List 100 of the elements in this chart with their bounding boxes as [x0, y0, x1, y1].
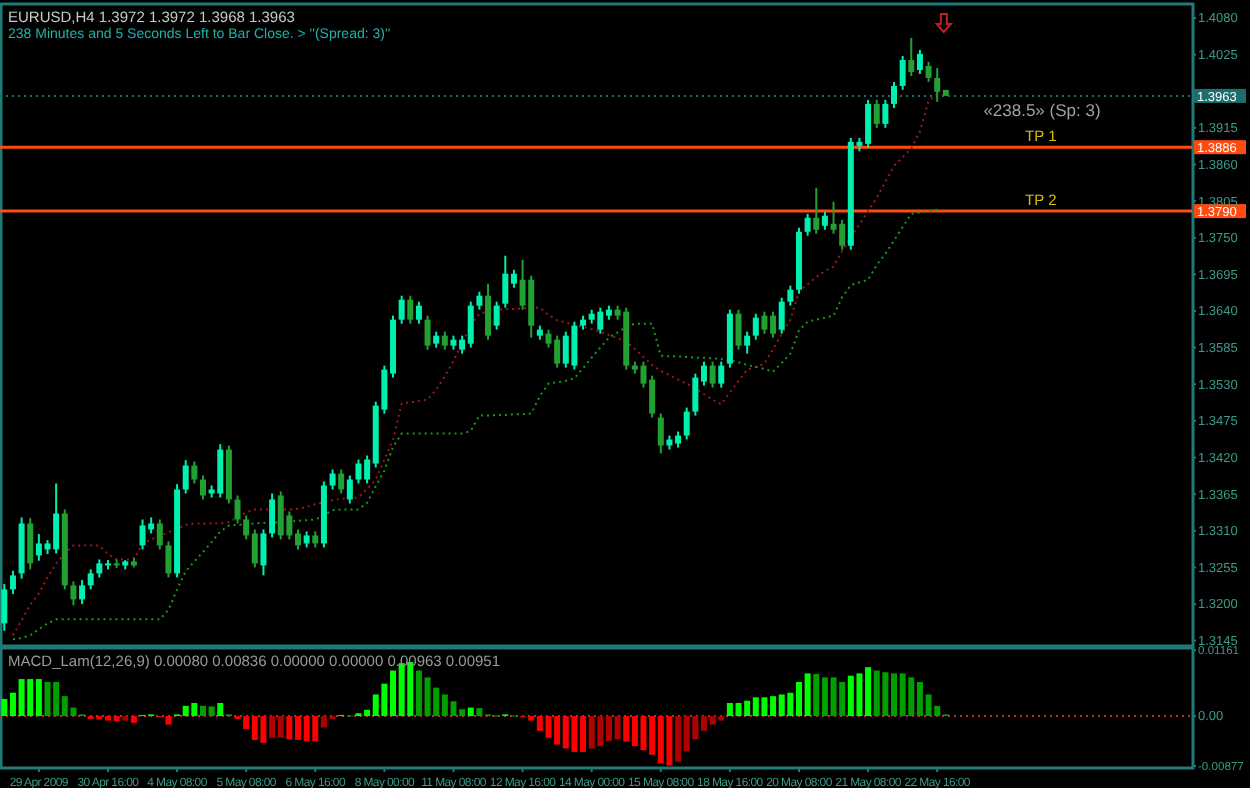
- bar: [761, 697, 768, 717]
- candlestick: [571, 320, 578, 371]
- bar: [657, 716, 664, 764]
- bar: [424, 677, 431, 717]
- bar: [666, 716, 673, 766]
- candlestick: [1, 583, 8, 632]
- candlestick: [355, 458, 362, 485]
- bar: [873, 670, 880, 717]
- line-series: [11, 208, 939, 641]
- bar: [269, 716, 276, 738]
- candlestick: [891, 80, 897, 109]
- candlestick: [649, 374, 656, 419]
- bar: [191, 702, 198, 717]
- candlestick: [338, 468, 345, 495]
- bar: [709, 716, 716, 725]
- bar: [251, 716, 258, 740]
- candlestick: [934, 66, 941, 103]
- bar: [27, 679, 34, 717]
- bar: [640, 716, 647, 751]
- bar: [649, 716, 656, 755]
- candlestick: [191, 460, 198, 485]
- bar: [839, 681, 846, 717]
- bar: [545, 716, 552, 738]
- candlestick: [79, 579, 86, 606]
- bar: [597, 716, 604, 747]
- candlestick: [139, 518, 146, 551]
- candlestick: [9, 569, 16, 596]
- bar: [899, 673, 906, 717]
- candlestick: [692, 372, 699, 417]
- candlestick: [916, 48, 923, 75]
- bar: [614, 716, 621, 740]
- bar: [476, 708, 483, 717]
- candlestick: [260, 528, 267, 577]
- annotation: «238.5» (Sp: 3): [983, 99, 1101, 120]
- candlestick: [709, 360, 716, 389]
- candlestick: [502, 254, 509, 309]
- candlestick: [424, 314, 431, 351]
- candlestick: [761, 310, 768, 335]
- bar: [260, 716, 267, 743]
- candlestick: [597, 306, 604, 335]
- candlestick: [27, 517, 34, 571]
- bar: [752, 697, 759, 717]
- candlestick: [346, 474, 353, 505]
- candlestick: [882, 98, 889, 129]
- bar: [277, 716, 284, 738]
- candlestick: [199, 474, 206, 501]
- candlestick: [744, 330, 751, 355]
- candlestick: [752, 312, 759, 341]
- bar: [450, 701, 457, 717]
- bar: [182, 705, 189, 717]
- candlestick: [839, 218, 846, 251]
- candlestick: [182, 459, 189, 495]
- candlestick: [269, 492, 276, 539]
- candlestick: [277, 490, 284, 541]
- candlestick: [787, 284, 794, 307]
- candlestick: [234, 494, 241, 525]
- candlestick: [657, 412, 664, 455]
- bar: [856, 673, 863, 717]
- candlestick: [485, 282, 492, 341]
- bar: [18, 679, 25, 717]
- candlestick: [778, 296, 785, 335]
- bar: [571, 716, 578, 752]
- bar: [35, 679, 42, 717]
- bar: [588, 716, 595, 749]
- bar: [536, 716, 543, 731]
- candlestick: [528, 274, 535, 339]
- bar: [286, 716, 293, 740]
- bar: [217, 702, 224, 717]
- bar: [398, 663, 405, 717]
- candlestick: [493, 300, 500, 331]
- candlestick: [165, 540, 172, 579]
- candlestick: [562, 330, 569, 369]
- bar: [744, 700, 751, 717]
- candlestick: [415, 300, 422, 325]
- bar: [53, 681, 60, 717]
- candlestick: [329, 468, 336, 491]
- bar: [130, 716, 137, 723]
- bar: [312, 716, 319, 742]
- bar: [813, 673, 820, 717]
- candlestick: [683, 406, 690, 441]
- candlestick: [398, 294, 405, 325]
- bar: [882, 672, 889, 717]
- bar: [44, 681, 51, 717]
- candlestick: [735, 308, 742, 351]
- candlestick: [407, 294, 414, 325]
- candlestick: [873, 98, 880, 129]
- bar: [113, 716, 120, 722]
- candlestick: [53, 482, 60, 555]
- bar: [208, 706, 215, 717]
- candlestick: [899, 54, 906, 91]
- candlestick: [467, 300, 474, 349]
- bar: [675, 716, 682, 762]
- candlestick: [718, 360, 725, 389]
- bar: [804, 673, 811, 717]
- bar: [830, 677, 837, 717]
- bar: [735, 702, 742, 717]
- bar: [165, 716, 172, 725]
- candlestick: [813, 186, 820, 235]
- candlestick: [217, 443, 224, 499]
- bar: [467, 707, 474, 717]
